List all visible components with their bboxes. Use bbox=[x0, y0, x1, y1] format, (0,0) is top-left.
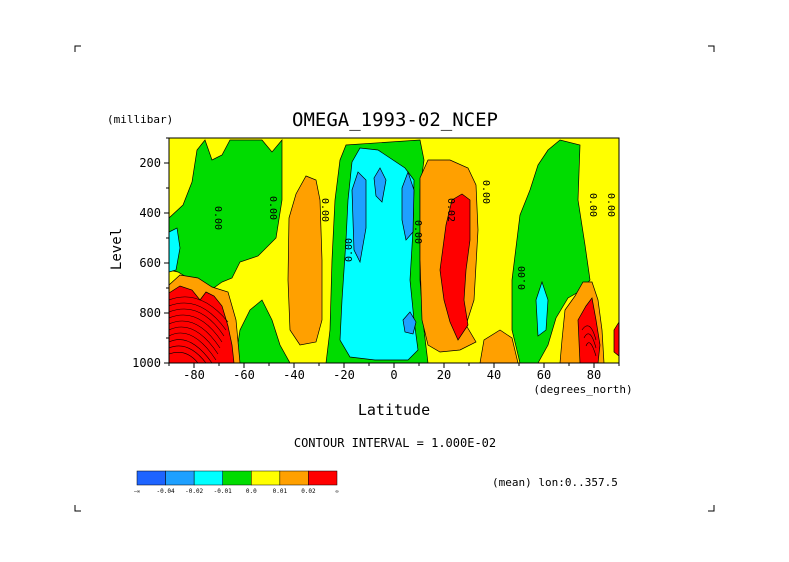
x-tick-label: -40 bbox=[283, 368, 305, 382]
colorbar-tick-label: 0.0 bbox=[246, 488, 257, 495]
colorbar-tick-label: 0.01 bbox=[273, 488, 288, 495]
x-axis: -80 -60 -40 -20 0 20 40 60 80 bbox=[168, 363, 620, 382]
y-tick-label: 400 bbox=[139, 206, 161, 220]
y-tick-label: 600 bbox=[139, 256, 161, 270]
contour-label: 0.00 bbox=[267, 196, 278, 220]
region-green-lower bbox=[234, 299, 291, 363]
colorbar-tick-label: -0.02 bbox=[185, 488, 203, 495]
colorbar-swatch bbox=[136, 470, 166, 486]
colorbar-tick-label: -0.01 bbox=[214, 488, 232, 495]
contour-label: 0.00 bbox=[412, 220, 423, 244]
x-axis-label: Latitude bbox=[358, 401, 430, 419]
colorbar-tick-label: -0.04 bbox=[157, 488, 175, 495]
region-blue-1 bbox=[351, 171, 367, 264]
region-blue-2 bbox=[373, 167, 387, 203]
red-regions bbox=[169, 193, 619, 363]
contour-label: 0.00 bbox=[587, 193, 598, 217]
contour-labels: 0.00 0.00 0.00 0.00 0.00 0.02 0.00 0.00 … bbox=[212, 180, 616, 290]
region-cyan-west bbox=[169, 227, 181, 273]
y-tick-label: 200 bbox=[139, 156, 161, 170]
colorbar-swatch bbox=[165, 470, 195, 486]
contour-label: 0.00 bbox=[605, 193, 616, 217]
contour-label: 0.02 bbox=[445, 198, 456, 222]
region-orange-west bbox=[287, 175, 323, 346]
contour-label: 0.00 bbox=[319, 198, 330, 222]
y-axis-label: Level bbox=[109, 228, 125, 270]
x-tick-label: -20 bbox=[333, 368, 355, 382]
region-blue-3 bbox=[401, 170, 415, 241]
x-tick-label: 80 bbox=[587, 368, 601, 382]
colorbar-swatch bbox=[279, 470, 309, 486]
region-red-center bbox=[439, 193, 471, 341]
contour-label: 0.00 bbox=[344, 238, 355, 262]
x-tick-label: 40 bbox=[487, 368, 501, 382]
contour-label: 0.00 bbox=[480, 180, 491, 204]
x-tick-label: -60 bbox=[233, 368, 255, 382]
plot-area: 0.00 0.00 0.00 0.00 0.00 0.02 0.00 0.00 … bbox=[169, 138, 619, 363]
colorbar: –∞ ∞ -0.04 -0.02 -0.01 0.0 0.01 0.02 bbox=[134, 470, 339, 495]
region-orange-lower bbox=[479, 329, 519, 363]
y-axis: 200 400 600 800 1000 bbox=[132, 137, 169, 370]
colorbar-swatch bbox=[308, 470, 338, 486]
region-red-edge bbox=[613, 321, 619, 357]
colorbar-swatch bbox=[251, 470, 281, 486]
colorbar-end-marker: ∞ bbox=[335, 489, 338, 495]
colorbar-tick-label: 0.02 bbox=[301, 488, 316, 495]
chart-title: OMEGA_1993-02_NCEP bbox=[292, 109, 498, 131]
mean-label: (mean) lon:0..357.5 bbox=[492, 476, 618, 489]
contour-interval-label: CONTOUR INTERVAL = 1.000E-02 bbox=[294, 436, 496, 450]
x-tick-label: 20 bbox=[437, 368, 451, 382]
blue-regions bbox=[351, 167, 417, 335]
region-red-east bbox=[577, 297, 601, 363]
region-red-southwest bbox=[169, 285, 235, 363]
y-tick-label: 1000 bbox=[132, 356, 161, 370]
y-axis-units: (millibar) bbox=[107, 113, 173, 126]
contour-label: 0.00 bbox=[212, 206, 223, 230]
colorbar-swatch bbox=[193, 470, 223, 486]
dense-contour-lines bbox=[169, 296, 597, 363]
x-tick-label: 60 bbox=[537, 368, 551, 382]
colorbar-end-marker: –∞ bbox=[134, 489, 140, 495]
corner-marks bbox=[74, 45, 715, 512]
colorbar-swatch bbox=[222, 470, 252, 486]
region-cyan-east bbox=[535, 280, 549, 337]
region-blue-4 bbox=[402, 311, 417, 335]
x-axis-units: (degrees_north) bbox=[533, 383, 632, 396]
x-tick-label: -80 bbox=[183, 368, 205, 382]
x-tick-label: 0 bbox=[390, 368, 397, 382]
y-tick-label: 800 bbox=[139, 306, 161, 320]
contour-label: 0.00 bbox=[517, 266, 528, 290]
